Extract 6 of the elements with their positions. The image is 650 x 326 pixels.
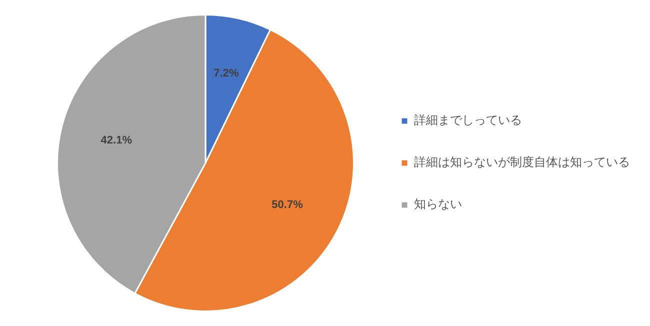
data-label: 42.1%	[100, 134, 132, 146]
data-label: 7.2%	[214, 67, 239, 80]
data-label: 50.7%	[272, 199, 304, 212]
legend-label: 詳細までしっている	[414, 113, 522, 128]
legend-label: 知らない	[414, 197, 462, 212]
legend-label: 詳細は知らないが制度自体は知っている	[414, 155, 630, 170]
